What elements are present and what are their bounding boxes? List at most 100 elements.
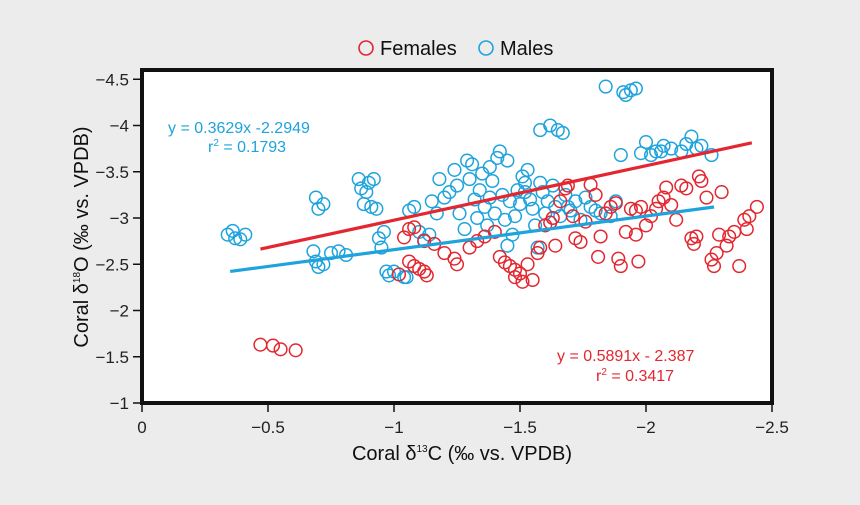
- males-point: [555, 125, 570, 140]
- males-trend-line: [229, 205, 715, 274]
- males-point: [462, 172, 477, 187]
- females-point: [686, 236, 701, 251]
- males-point: [664, 141, 679, 156]
- females-point: [525, 272, 540, 288]
- males-fit-annotation: y = 0.3629x -2.2949 r2 = 0.1793: [168, 120, 310, 156]
- females-point: [712, 227, 727, 242]
- males-point: [598, 79, 613, 94]
- males-point: [510, 183, 525, 198]
- males-point: [500, 153, 515, 168]
- males-point: [225, 223, 240, 238]
- females-point: [397, 230, 412, 245]
- males-point: [684, 129, 699, 144]
- males-point: [351, 172, 366, 187]
- females-point: [618, 224, 633, 239]
- females-point: [553, 194, 568, 209]
- y-tick-label: −1: [110, 394, 129, 413]
- females-point: [714, 185, 729, 200]
- females-point: [749, 199, 764, 214]
- females-point: [515, 274, 530, 289]
- males-point: [520, 162, 535, 177]
- females-point: [631, 254, 646, 269]
- y-axis-title: Coral δ18O (‰ vs. VPDB): [71, 126, 93, 347]
- females-point: [417, 234, 432, 249]
- females-point: [719, 238, 734, 253]
- x-tick-label: −0.5: [251, 418, 285, 437]
- males-point: [470, 210, 485, 226]
- y-tick-label: −3.5: [95, 163, 129, 182]
- males-point: [704, 148, 719, 163]
- plot-area: [140, 68, 774, 405]
- males-point: [472, 183, 487, 198]
- females-point: [588, 187, 603, 202]
- x-axis-title: Coral δ13C (‰ vs. VPDB): [352, 443, 572, 465]
- males-point: [447, 162, 462, 177]
- y-tick-label: −3: [110, 209, 129, 228]
- males-point: [517, 175, 533, 190]
- females-point: [487, 224, 502, 239]
- x-tick-label: 0: [137, 418, 146, 437]
- females-point: [633, 199, 649, 214]
- males-point: [238, 227, 253, 242]
- trend-lines: [229, 141, 753, 274]
- males-point: [374, 240, 389, 255]
- males-point: [497, 212, 512, 227]
- males-point: [359, 185, 374, 200]
- y-tick-label: −2: [110, 302, 129, 321]
- females-point: [628, 227, 643, 242]
- males-point: [482, 160, 497, 175]
- females-point: [709, 246, 724, 261]
- males-point: [593, 206, 608, 221]
- females-fit-r2: r2 = 0.3417: [596, 367, 674, 385]
- males-point: [366, 172, 381, 187]
- females-point: [273, 342, 288, 357]
- males-point: [407, 199, 422, 214]
- males-point: [656, 138, 671, 153]
- females-point: [659, 180, 674, 195]
- females-point: [391, 267, 407, 282]
- males-point: [449, 178, 465, 193]
- females-trend-line: [260, 141, 753, 251]
- males-point: [465, 157, 480, 172]
- females-point: [265, 338, 281, 353]
- females-point: [739, 222, 754, 237]
- males-point: [432, 172, 447, 187]
- males-point: [543, 118, 558, 133]
- females-point: [591, 249, 606, 264]
- females-point: [573, 234, 588, 250]
- females-point: [545, 210, 560, 226]
- females-point: [656, 190, 671, 205]
- males-point: [424, 194, 439, 209]
- males-point: [399, 270, 414, 285]
- females-point: [742, 209, 757, 224]
- axis-ticks: 0 −0.5 −1 −1.5 −2 −2.5 −1 −1.5 −2 −2.5 −3 −3.5 −4 −4.…: [95, 70, 788, 437]
- males-point: [369, 201, 384, 216]
- males-point: [694, 138, 709, 153]
- females-point: [533, 240, 548, 255]
- males-point: [613, 148, 628, 163]
- males-point: [233, 232, 248, 247]
- females-point: [407, 220, 422, 235]
- males-point: [306, 244, 321, 259]
- males-point: [485, 173, 500, 189]
- females-point: [548, 238, 563, 253]
- females-point: [417, 264, 432, 279]
- legend-marker-males: [478, 40, 494, 56]
- females-point: [288, 343, 303, 358]
- males-point: [638, 135, 654, 150]
- males-point: [376, 224, 391, 239]
- females-point: [402, 254, 417, 269]
- females-point: [611, 251, 626, 266]
- females-point: [512, 266, 528, 281]
- females-point: [732, 259, 747, 274]
- females-point: [706, 259, 722, 274]
- females-point: [613, 259, 628, 274]
- males-point: [568, 194, 583, 209]
- y-tick-label: −4: [110, 117, 129, 136]
- females-fit-equation: y = 0.5891x - 2.387: [557, 348, 695, 365]
- females-point: [608, 196, 623, 211]
- females-point: [694, 173, 709, 189]
- males-point: [507, 209, 523, 224]
- males-point: [457, 222, 472, 237]
